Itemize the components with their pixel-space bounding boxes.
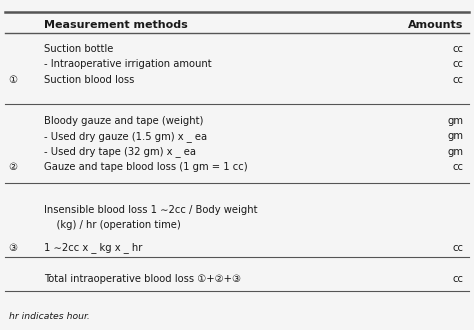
Text: Measurement methods: Measurement methods — [44, 20, 187, 30]
Text: - Intraoperative irrigation amount: - Intraoperative irrigation amount — [44, 59, 211, 69]
Text: Total intraoperative blood loss ①+②+③: Total intraoperative blood loss ①+②+③ — [44, 274, 241, 284]
Text: cc: cc — [453, 162, 464, 172]
Text: ①: ① — [9, 75, 18, 85]
Text: cc: cc — [453, 59, 464, 69]
Text: Gauze and tape blood loss (1 gm = 1 cc): Gauze and tape blood loss (1 gm = 1 cc) — [44, 162, 247, 172]
Text: - Used dry gauze (1.5 gm) x _ ea: - Used dry gauze (1.5 gm) x _ ea — [44, 131, 207, 142]
Text: Bloody gauze and tape (weight): Bloody gauze and tape (weight) — [44, 116, 203, 126]
Text: hr indicates hour.: hr indicates hour. — [9, 312, 90, 321]
Text: Suction blood loss: Suction blood loss — [44, 75, 134, 85]
Text: 1 ∼2cc x _ kg x _ hr: 1 ∼2cc x _ kg x _ hr — [44, 243, 142, 253]
Text: cc: cc — [453, 243, 464, 252]
Text: Amounts: Amounts — [408, 20, 464, 30]
Text: cc: cc — [453, 44, 464, 54]
Text: gm: gm — [447, 147, 464, 156]
Text: ③: ③ — [9, 243, 18, 252]
Text: Insensible blood loss 1 ∼2cc / Body weight: Insensible blood loss 1 ∼2cc / Body weig… — [44, 205, 257, 215]
Text: ②: ② — [9, 162, 18, 172]
Text: cc: cc — [453, 75, 464, 85]
Text: gm: gm — [447, 131, 464, 141]
Text: Suction bottle: Suction bottle — [44, 44, 113, 54]
Text: gm: gm — [447, 116, 464, 126]
Text: (kg) / hr (operation time): (kg) / hr (operation time) — [44, 220, 181, 230]
Text: cc: cc — [453, 274, 464, 284]
Text: - Used dry tape (32 gm) x _ ea: - Used dry tape (32 gm) x _ ea — [44, 147, 196, 157]
